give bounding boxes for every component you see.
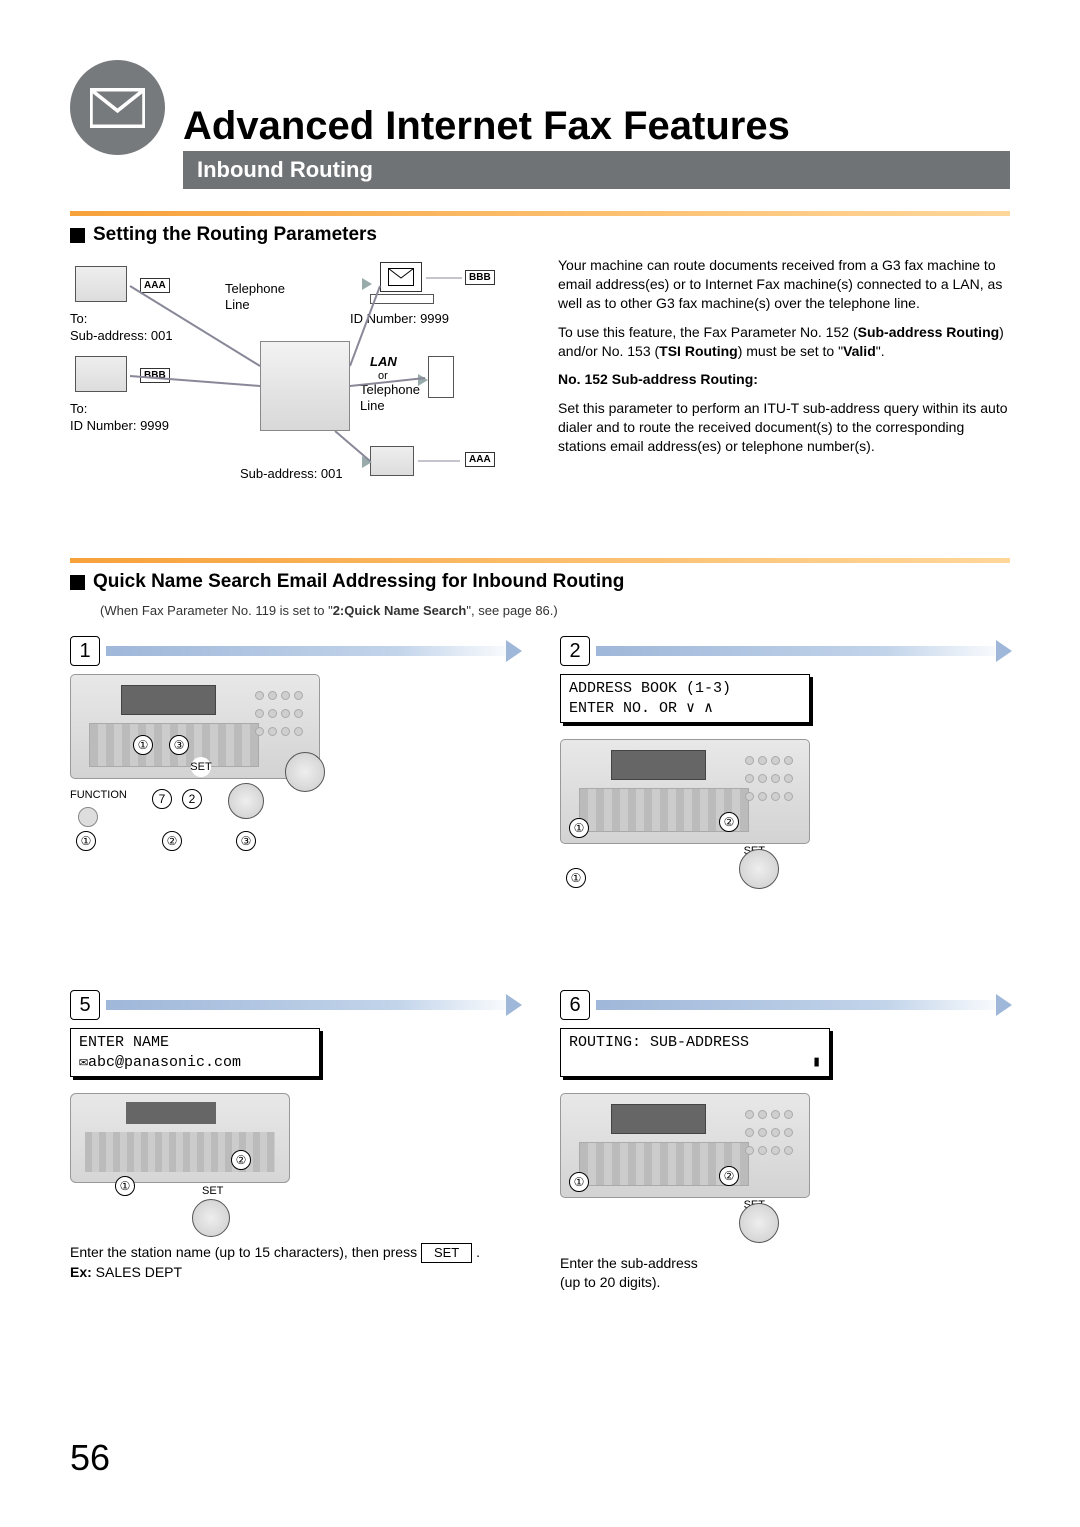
callout-1-icon: ①	[133, 735, 153, 755]
lcd-line: ENTER NAME	[79, 1033, 311, 1053]
page-number: 56	[70, 1437, 110, 1479]
section-heading-2: Quick Name Search Email Addressing for I…	[70, 571, 1010, 593]
section1-para3-label: No. 152 Sub-address Routing:	[558, 370, 1010, 389]
section-heading-2-text: Quick Name Search Email Addressing for I…	[93, 571, 624, 593]
subtitle-bar: Inbound Routing	[183, 151, 1010, 189]
divider-rule	[70, 558, 1010, 563]
tag-aaa: AAA	[140, 278, 170, 293]
diagram-idnum-2: ID Number: 9999	[70, 418, 169, 434]
pc-tower-icon	[428, 356, 454, 398]
section-heading-1-text: Setting the Routing Parameters	[93, 224, 377, 246]
callout-3-icon: ③	[169, 735, 189, 755]
function-label: FUNCTION	[70, 789, 127, 801]
example-value: SALES DEPT	[92, 1264, 182, 1280]
mfp-device-icon	[260, 341, 350, 431]
diagram-to-2: To:	[70, 401, 87, 417]
keyboard-icon	[370, 294, 434, 304]
lcd-line: ROUTING: SUB-ADDRESS	[569, 1033, 821, 1053]
callout-2-icon: ②	[719, 812, 739, 832]
example-label: Ex:	[70, 1264, 92, 1280]
callout-2-icon: ②	[719, 1166, 739, 1186]
fax-device-icon	[75, 356, 127, 392]
step-arrow-bar	[106, 1000, 520, 1010]
step-arrow-bar	[106, 646, 520, 656]
diagram-subaddr-bottom: Sub-address: 001	[240, 466, 343, 482]
step-1: 1 ① ③ SET FUNCTION 7 2 ① ② ③	[70, 636, 520, 900]
section1-para2: To use this feature, the Fax Parameter N…	[558, 323, 1010, 361]
diagram-tel-line: Telephone Line	[225, 281, 285, 314]
mail-icon	[70, 60, 165, 155]
diagram-to-1: To:	[70, 311, 87, 327]
lcd-line: ENTER NO. OR ∨ ∧	[569, 699, 801, 719]
control-panel-illustration: ① ③ SET	[70, 674, 320, 779]
step-5: 5 ENTER NAME ✉abc@panasonic.com ① ② SET …	[70, 990, 520, 1292]
section1-body: Your machine can route documents receive…	[558, 256, 1010, 536]
legend-1-icon: ①	[566, 868, 586, 888]
control-panel-illustration: ① ② SET	[560, 739, 810, 844]
fax-device-icon	[75, 266, 127, 302]
diagram-subaddr-1: Sub-address: 001	[70, 328, 173, 344]
nav-pad-icon	[739, 1203, 779, 1243]
step1-legend: FUNCTION 7 2 ① ② ③	[70, 785, 520, 843]
set-label: SET	[191, 757, 211, 777]
lcd-line: ▮	[569, 1053, 821, 1073]
step5-setrow: SET	[70, 1183, 520, 1233]
lcd-display: ENTER NAME ✉abc@panasonic.com	[70, 1028, 320, 1077]
set-button-inline: SET	[421, 1243, 472, 1263]
step-arrow-bar	[596, 646, 1010, 656]
tag-aaa-2: AAA	[465, 452, 495, 467]
legend-3-icon: ③	[236, 831, 256, 851]
callout-2-icon: ②	[231, 1150, 251, 1170]
routing-diagram: AAA To: Sub-address: 001 BBB To: ID Numb…	[70, 256, 540, 536]
tag-bbb-2: BBB	[465, 270, 495, 285]
nav-pad-icon	[192, 1199, 230, 1237]
lcd-line: ADDRESS BOOK (1-3)	[569, 679, 801, 699]
nav-pad-icon	[228, 783, 264, 819]
callout-1-icon: ①	[569, 818, 589, 838]
section-heading-1: Setting the Routing Parameters	[70, 224, 1010, 246]
step-6: 6 ROUTING: SUB-ADDRESS ▮ ① ② SET Enter t…	[560, 990, 1010, 1292]
divider-rule	[70, 211, 1010, 216]
lcd-line: ✉abc@panasonic.com	[79, 1053, 311, 1073]
key-2-icon: 2	[182, 789, 202, 809]
step-number: 1	[70, 636, 100, 666]
section1-para1: Your machine can route documents receive…	[558, 256, 1010, 313]
set-label: SET	[202, 1185, 223, 1197]
page-title: Advanced Internet Fax Features	[183, 104, 790, 155]
legend-2-icon: ②	[162, 831, 182, 851]
control-panel-illustration: ① ② SET	[560, 1093, 810, 1198]
step-number: 2	[560, 636, 590, 666]
lcd-display: ROUTING: SUB-ADDRESS ▮	[560, 1028, 830, 1077]
callout-1-icon: ①	[569, 1172, 589, 1192]
mail-device-icon	[380, 262, 422, 292]
legend-1-icon: ①	[76, 831, 96, 851]
lcd-display: ADDRESS BOOK (1-3) ENTER NO. OR ∨ ∧	[560, 674, 810, 723]
step2-legend: ①	[560, 850, 1010, 900]
diagram-idnum-top: ID Number: 9999	[350, 311, 449, 327]
function-button-icon	[78, 807, 98, 827]
fax-device-icon	[370, 446, 414, 476]
step5-caption: Enter the station name (up to 15 charact…	[70, 1243, 520, 1281]
step-2: 2 ADDRESS BOOK (1-3) ENTER NO. OR ∨ ∧ ① …	[560, 636, 1010, 900]
step-number: 5	[70, 990, 100, 1020]
diagram-lan: LAN	[370, 354, 397, 370]
keyboard-panel-illustration: ① ②	[70, 1093, 290, 1183]
step-number: 6	[560, 990, 590, 1020]
key-7-icon: 7	[152, 789, 172, 809]
diagram-tel-line-2: Telephone Line	[360, 382, 420, 415]
tag-bbb: BBB	[140, 368, 170, 383]
section1-para3: Set this parameter to perform an ITU-T s…	[558, 399, 1010, 456]
section2-note: (When Fax Parameter No. 119 is set to "2…	[100, 603, 1010, 618]
step6-caption: Enter the sub-address (up to 20 digits).	[560, 1254, 1010, 1292]
step-arrow-bar	[596, 1000, 1010, 1010]
